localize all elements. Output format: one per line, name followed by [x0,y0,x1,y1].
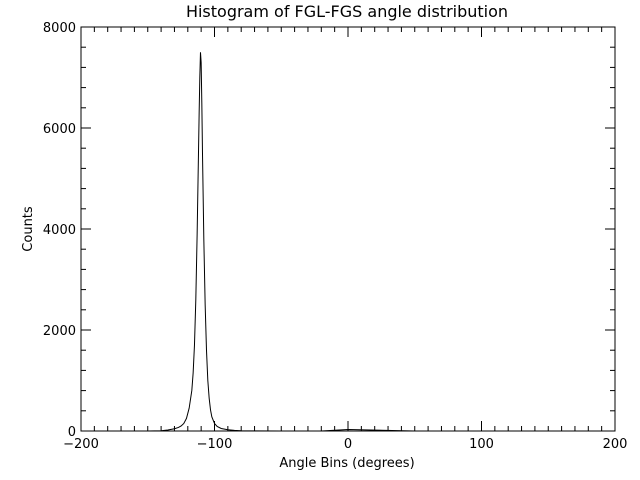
series-line [81,52,615,432]
y-tick-label: 2000 [43,324,76,339]
x-axis-label: Angle Bins (degrees) [279,456,414,471]
y-tick-label: 4000 [43,223,76,238]
x-tick-label: 0 [344,437,352,452]
x-tick-label: −100 [197,437,233,452]
x-tick-label: 200 [603,437,628,452]
plot-frame [80,26,616,432]
y-tick-label: 8000 [43,21,76,36]
axis-ticks [80,26,616,432]
y-axis-label: Counts [21,206,36,252]
chart-title: Histogram of FGL-FGS angle distribution [186,2,508,21]
y-tick-label: 6000 [43,122,76,137]
x-tick-label: 100 [469,437,494,452]
y-tick-label: 0 [68,425,76,440]
x-tick-label: −200 [63,437,99,452]
